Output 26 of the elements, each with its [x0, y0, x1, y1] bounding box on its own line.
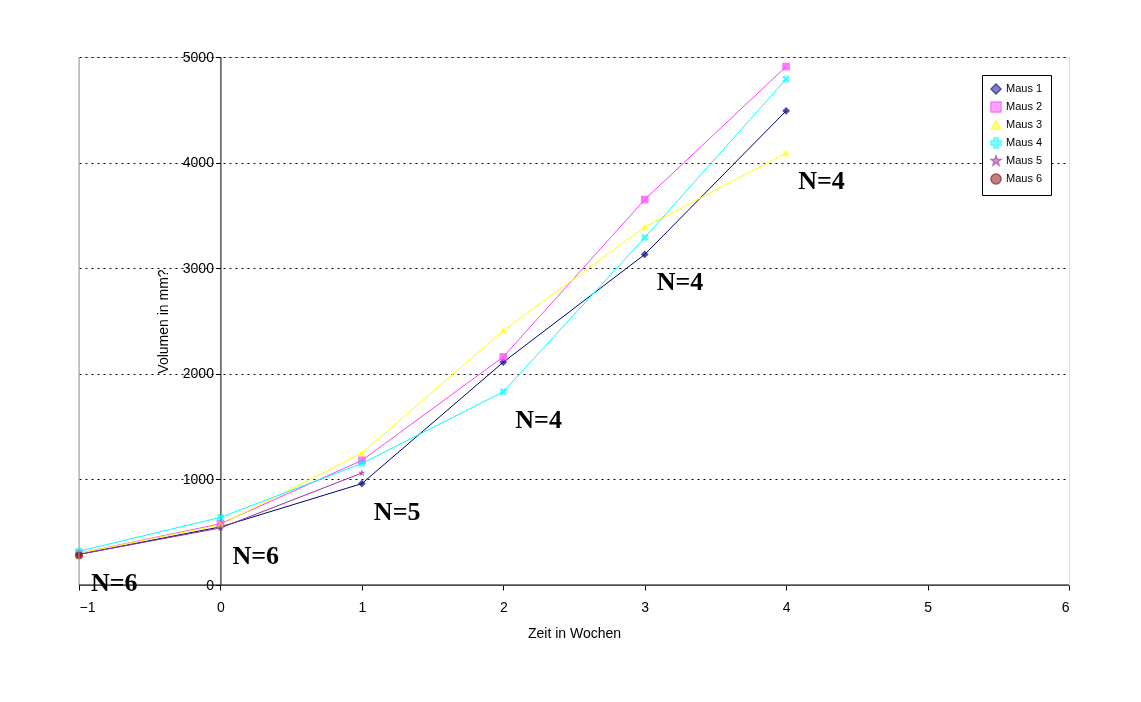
x-tick-label: 4: [782, 598, 791, 615]
y-tick-label: 3000: [182, 259, 215, 276]
legend-label: Maus 2: [1006, 100, 1043, 112]
y-tick-label: 2000: [182, 365, 215, 382]
legend-label: Maus 6: [1006, 172, 1043, 184]
annotation: N=6: [232, 540, 280, 570]
x-tick-label: 1: [358, 598, 367, 615]
x-tick-label: 3: [641, 598, 650, 615]
annotation: N=4: [656, 267, 704, 297]
annotation: N=4: [798, 166, 845, 196]
annotation: N=5: [373, 496, 421, 526]
x-tick-label: 6: [1061, 598, 1070, 615]
legend-label: Maus 4: [1006, 136, 1043, 148]
x-tick-label: 2: [499, 598, 508, 615]
legend-label: Maus 1: [1006, 82, 1043, 94]
legend-label: Maus 3: [1006, 118, 1043, 130]
x-tick-label: 0: [217, 598, 226, 615]
y-axis-title: Volumen in mm?: [154, 269, 171, 374]
x-axis-title: Zeit in Wochen: [527, 624, 622, 641]
y-tick-label: 5000: [182, 48, 215, 65]
x-tick-label: 5: [924, 598, 933, 615]
x-tick-label: −1: [79, 598, 96, 615]
y-tick-label: 4000: [182, 154, 215, 171]
y-tick-label: 1000: [182, 470, 215, 487]
annotation: N=4: [515, 404, 562, 434]
legend-label: Maus 5: [1006, 154, 1043, 166]
